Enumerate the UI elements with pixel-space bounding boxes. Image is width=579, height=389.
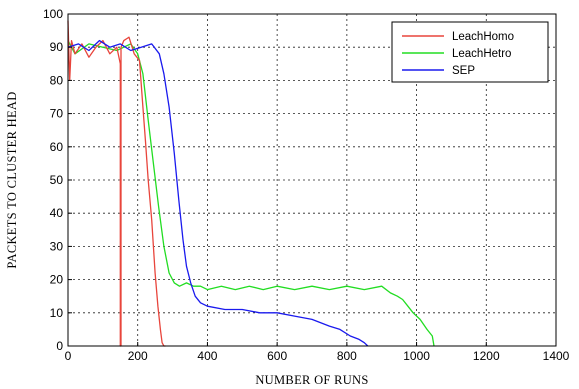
y-tick-label: 30 [50,239,64,253]
y-tick-label: 60 [50,140,64,154]
x-tick-label: 0 [65,349,72,363]
series-layer [67,20,435,347]
x-tick-label: 600 [267,349,287,363]
series-line-sep [67,39,369,347]
y-tick-label: 80 [50,73,64,87]
x-tick-label: 1200 [473,349,500,363]
y-tick-label: 40 [50,206,64,220]
legend-label-leachhetro: LeachHetro [452,48,511,60]
x-tick-label: 200 [128,349,148,363]
legend: LeachHomo LeachHetro SEP [391,21,549,83]
x-tick-label: 400 [197,349,217,363]
x-tick-label: 1000 [403,349,430,363]
y-axis-title: PACKETS TO CLUSTER HEAD [5,91,19,268]
ticks: 0 200 400 600 800 1000 1200 1400 0 10 20 30 40 50 60 70… [43,7,570,363]
grid [68,14,556,346]
y-tick-label: 70 [50,107,64,121]
y-tick-label: 50 [50,173,64,187]
series-line-leachhomo [67,20,166,347]
y-tick-label: 90 [50,40,64,54]
y-tick-label: 100 [43,7,63,21]
y-tick-label: 20 [50,273,64,287]
legend-box [391,21,549,83]
y-tick-label: 0 [56,339,63,353]
y-tick-label: 10 [50,306,64,320]
x-tick-label: 1400 [543,349,570,363]
legend-label-sep: SEP [452,65,475,77]
x-tick-label: 800 [337,349,357,363]
legend-label-leachhomo: LeachHomo [452,31,514,43]
x-axis-title: NUMBER OF RUNS [255,373,368,387]
